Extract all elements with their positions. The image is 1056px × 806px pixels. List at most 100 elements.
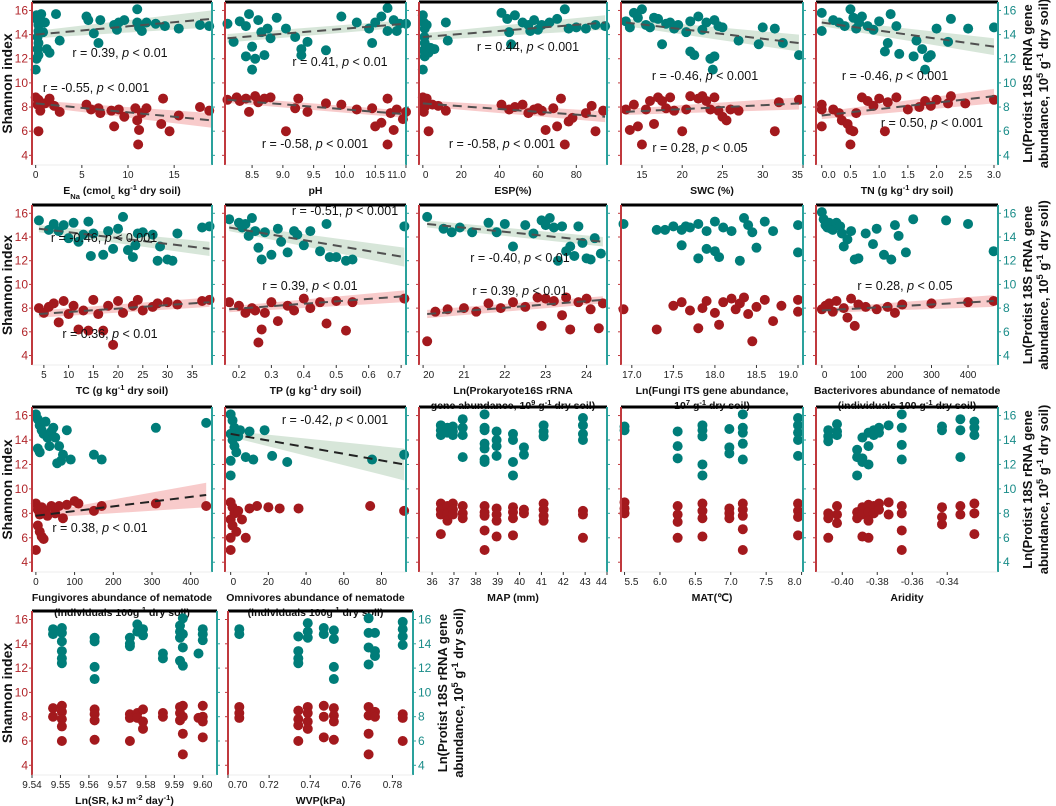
protist-point [38, 27, 49, 38]
shannon-point [672, 516, 683, 527]
shannon-point [289, 305, 300, 316]
protist-point [717, 22, 728, 33]
shannon-point [293, 705, 304, 716]
shannon-point [365, 501, 376, 511]
shannon-point [225, 532, 236, 543]
protist-point [502, 13, 513, 24]
shannon-point [134, 124, 145, 135]
protist-point [595, 248, 606, 259]
shannon-point [483, 298, 494, 309]
protist-point [624, 22, 635, 33]
protist-point [124, 641, 135, 652]
protist-point [40, 416, 51, 427]
correlation-annotation: r = 0.39, p < 0.01 [262, 279, 357, 293]
protist-point [30, 64, 41, 75]
shannon-point [517, 99, 528, 110]
annotation-r: r = 0.28, [857, 279, 907, 293]
shannon-point [945, 91, 956, 102]
shannon-point [832, 501, 842, 511]
x-axis-label: TP (g kg-1 dry soil) [270, 383, 362, 398]
shannon-point [234, 712, 245, 723]
y-right-tick-label: 16 [1003, 3, 1017, 17]
annotation-p-symbol: p [121, 46, 129, 60]
y-left-tick-label: 16 [15, 206, 29, 220]
x-axis-label: Ln(Prokaryote16S rRNA [453, 385, 573, 397]
shannon-point [48, 711, 59, 722]
label-superscript: -1 [118, 383, 125, 392]
protist-point [768, 226, 779, 237]
shannon-point [751, 301, 762, 312]
x-tick-label: -0.40 [831, 577, 854, 588]
y-right-tick-label: 8 [418, 710, 425, 724]
x-tick-label: 20 [677, 170, 689, 181]
shannon-point [697, 513, 708, 524]
annotation-p-value: < 0.001 [713, 69, 759, 83]
protist-point [559, 4, 570, 15]
x-axis-label: MAT(℃) [692, 592, 733, 604]
shannon-point [57, 513, 68, 524]
annotation-p-value: < 0.001 [112, 231, 158, 245]
y-left-tick-label: 10 [15, 685, 29, 699]
protist-point [88, 228, 99, 239]
x-tick-label: 10.0 [335, 170, 355, 181]
shannon-point [397, 735, 408, 746]
shannon-point [668, 300, 679, 311]
protist-point [282, 247, 293, 258]
label-text: dry soil) [137, 185, 181, 197]
shannon-point [540, 124, 551, 135]
label-text: abundance, 10 [1036, 279, 1051, 369]
shannon-confidence-band [427, 296, 603, 319]
shannon-point [35, 105, 46, 116]
protist-point [127, 252, 138, 263]
protist-point [693, 11, 704, 22]
shannon-confidence-band [35, 482, 207, 519]
protist-point [56, 627, 67, 638]
shannon-point [158, 93, 169, 104]
shannon-point [48, 703, 59, 714]
protist-point [676, 240, 687, 251]
protist-point [225, 470, 236, 481]
label-text: dry soil) [340, 607, 384, 619]
shannon-point [433, 100, 444, 111]
shannon-point [863, 532, 874, 543]
protist-point [369, 627, 380, 638]
x-tick-label: 20 [456, 170, 468, 181]
shannon-point [42, 510, 53, 521]
protist-point [36, 9, 47, 20]
protist-point [68, 217, 79, 228]
protist-confidence-band [427, 220, 603, 247]
protist-point [222, 18, 233, 29]
label-text: g [451, 671, 466, 683]
protist-point [290, 32, 301, 43]
protist-point [529, 15, 540, 26]
correlation-annotation: r = 0.50, p < 0.001 [881, 116, 983, 130]
shannon-point [347, 297, 358, 308]
x-tick-label: 9.54 [22, 780, 42, 791]
x-tick-label: 10 [63, 370, 75, 381]
shannon-point [93, 309, 104, 320]
y-right-axis-title: Ln(Protist 18S rRNA gene [435, 614, 450, 772]
protist-point [941, 215, 952, 226]
shannon-point [793, 512, 804, 522]
shannon-point [669, 105, 680, 116]
protist-point [917, 44, 928, 55]
shannon-point [586, 100, 597, 111]
protist-point [331, 252, 342, 263]
x-tick-label: 0 [822, 370, 828, 381]
protist-point [479, 443, 490, 454]
shannon-point [201, 501, 212, 511]
shannon-point [577, 509, 588, 520]
shannon-point [793, 294, 804, 305]
shannon-point [197, 700, 208, 711]
label-subscript: Na [70, 192, 80, 201]
y-left-tick-label: 6 [21, 531, 28, 545]
shannon-point [559, 139, 570, 150]
shannon-point [676, 297, 687, 308]
protist-point [832, 430, 842, 441]
protist-point [518, 442, 529, 453]
shannon-point [98, 325, 109, 336]
protist-point [552, 255, 563, 266]
protist-point [508, 241, 518, 252]
